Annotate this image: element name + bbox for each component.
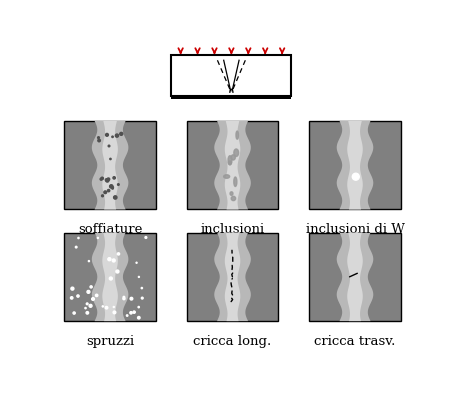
Bar [187, 232, 278, 321]
Circle shape [113, 311, 116, 314]
Circle shape [123, 297, 125, 298]
Ellipse shape [228, 156, 232, 165]
Polygon shape [214, 121, 251, 209]
Circle shape [106, 133, 108, 136]
Polygon shape [225, 121, 241, 209]
Ellipse shape [228, 161, 231, 164]
Bar [309, 232, 401, 321]
Circle shape [92, 298, 94, 300]
Circle shape [120, 133, 123, 135]
Circle shape [98, 139, 101, 142]
Circle shape [112, 136, 113, 137]
Polygon shape [92, 121, 128, 209]
Circle shape [141, 287, 143, 289]
Text: cricca trasv.: cricca trasv. [314, 335, 395, 348]
Circle shape [73, 312, 75, 314]
Text: soffiature: soffiature [78, 223, 142, 236]
Bar [171, 55, 291, 96]
Circle shape [71, 297, 73, 299]
Circle shape [100, 178, 102, 180]
Circle shape [104, 191, 106, 193]
Circle shape [105, 306, 108, 309]
Circle shape [112, 187, 113, 189]
Circle shape [138, 276, 140, 277]
Circle shape [107, 178, 110, 181]
Circle shape [110, 185, 113, 188]
Circle shape [101, 195, 104, 197]
Circle shape [86, 303, 88, 305]
Circle shape [112, 187, 113, 188]
Ellipse shape [234, 149, 239, 156]
Circle shape [141, 297, 143, 299]
Circle shape [96, 294, 98, 297]
Polygon shape [347, 121, 363, 209]
Circle shape [123, 298, 125, 300]
Circle shape [136, 262, 137, 263]
Polygon shape [225, 232, 241, 321]
Polygon shape [102, 232, 118, 321]
Text: spruzzi: spruzzi [86, 335, 134, 348]
Circle shape [130, 312, 132, 314]
Circle shape [101, 177, 103, 179]
Polygon shape [337, 121, 373, 209]
Polygon shape [347, 232, 363, 321]
Bar [187, 121, 278, 209]
Circle shape [78, 237, 79, 239]
Circle shape [110, 158, 111, 160]
Circle shape [113, 177, 116, 179]
Circle shape [86, 312, 89, 314]
Circle shape [108, 258, 111, 261]
Circle shape [116, 134, 119, 137]
Text: inclusioni: inclusioni [201, 223, 265, 236]
Circle shape [71, 287, 74, 290]
Polygon shape [337, 232, 373, 321]
Circle shape [102, 306, 103, 307]
Circle shape [114, 196, 117, 199]
Ellipse shape [231, 155, 235, 160]
Ellipse shape [236, 131, 238, 139]
Circle shape [85, 308, 86, 309]
Circle shape [117, 253, 120, 255]
Circle shape [107, 189, 110, 192]
Circle shape [352, 173, 359, 180]
Ellipse shape [234, 177, 237, 187]
Circle shape [97, 237, 98, 238]
Circle shape [106, 179, 109, 182]
Circle shape [145, 236, 147, 238]
Circle shape [117, 184, 119, 185]
Ellipse shape [230, 192, 233, 195]
Circle shape [112, 259, 115, 262]
Circle shape [116, 270, 119, 273]
Polygon shape [214, 232, 251, 321]
Bar [171, 96, 291, 100]
Text: inclusioni di W: inclusioni di W [306, 223, 405, 236]
Circle shape [106, 179, 108, 181]
Circle shape [75, 246, 77, 248]
Circle shape [87, 291, 90, 293]
Circle shape [138, 316, 140, 319]
Circle shape [130, 297, 133, 300]
Polygon shape [102, 121, 118, 209]
Circle shape [89, 304, 92, 307]
Circle shape [126, 315, 128, 316]
Circle shape [97, 137, 99, 139]
Circle shape [109, 277, 112, 280]
Circle shape [90, 286, 92, 288]
Polygon shape [92, 232, 128, 321]
Circle shape [77, 295, 79, 297]
Ellipse shape [224, 175, 230, 178]
Bar [64, 121, 156, 209]
Bar [64, 232, 156, 321]
Ellipse shape [231, 196, 236, 201]
Circle shape [138, 306, 140, 308]
Circle shape [108, 145, 110, 147]
Circle shape [133, 311, 135, 313]
Bar [309, 121, 401, 209]
Circle shape [113, 306, 114, 308]
Text: cricca long.: cricca long. [193, 335, 272, 348]
